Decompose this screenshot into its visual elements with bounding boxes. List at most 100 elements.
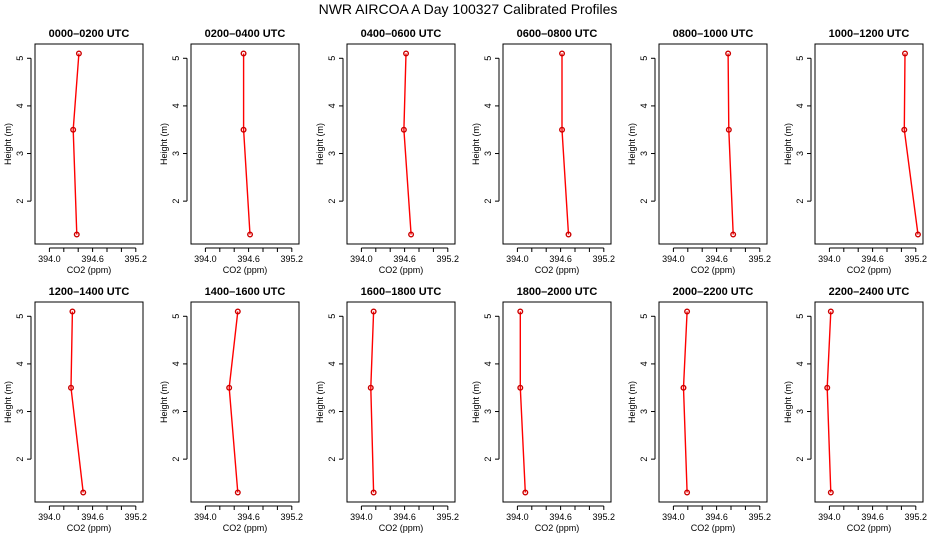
- x-axis-label: CO2 (ppm): [847, 265, 892, 275]
- y-tick-label: 4: [171, 361, 181, 366]
- y-tick-label: 3: [15, 151, 25, 156]
- data-point: [367, 384, 374, 391]
- x-axis-label: CO2 (ppm): [535, 523, 580, 533]
- x-tick-label: 394.0: [38, 254, 61, 264]
- data-point: [403, 50, 410, 57]
- plot-frame: [34, 301, 144, 503]
- data-point: [725, 126, 732, 133]
- y-axis-label: Height (m): [315, 381, 325, 423]
- y-tick-label: 4: [15, 103, 25, 108]
- panel-title: 2000–2200 UTC: [673, 286, 754, 298]
- panel-title: 0200–0400 UTC: [205, 28, 286, 40]
- data-point: [226, 384, 233, 391]
- panel-title: 2200–2400 UTC: [829, 286, 910, 298]
- y-tick-label: 2: [15, 457, 25, 462]
- panels-grid: 0000–0200 UTC 394.0 394.6 395.2 CO2 (ppm) 2 3 4…: [3, 28, 927, 533]
- y-tick-label: 5: [639, 56, 649, 61]
- y-tick-label: 5: [327, 314, 337, 319]
- x-tick-label: 395.2: [281, 512, 304, 522]
- y-axis-label: Height (m): [315, 123, 325, 165]
- data-point: [559, 126, 566, 133]
- y-tick-label: 3: [171, 151, 181, 156]
- y-tick-label: 4: [327, 361, 337, 366]
- x-tick-label: 394.6: [81, 512, 104, 522]
- data-point: [684, 489, 691, 496]
- y-tick-label: 4: [639, 361, 649, 366]
- y-axis-label: Height (m): [471, 381, 481, 423]
- x-tick-label: 394.0: [506, 512, 529, 522]
- plot-frame: [346, 43, 456, 245]
- panel-title: 1000–1200 UTC: [829, 28, 910, 40]
- profile-panel: 0400–0600 UTC 394.0 394.6 395.2 CO2 (ppm) 2 3 4…: [315, 28, 459, 275]
- data-point: [247, 231, 254, 238]
- x-tick-label: 394.0: [818, 254, 841, 264]
- x-tick-label: 394.0: [38, 512, 61, 522]
- y-tick-label: 5: [483, 314, 493, 319]
- data-point: [565, 231, 572, 238]
- y-tick-label: 3: [171, 409, 181, 414]
- y-tick-label: 5: [15, 314, 25, 319]
- plot-frame: [190, 301, 300, 503]
- y-tick-label: 3: [327, 151, 337, 156]
- x-tick-label: 394.0: [662, 512, 685, 522]
- data-point: [408, 231, 415, 238]
- x-tick-label: 394.6: [393, 512, 416, 522]
- data-point: [73, 231, 80, 238]
- y-tick-label: 4: [483, 103, 493, 108]
- plot-frame: [814, 43, 924, 245]
- y-tick-label: 2: [327, 199, 337, 204]
- profile-panel: 1400–1600 UTC 394.0 394.6 395.2 CO2 (ppm) 2 3 4…: [159, 286, 303, 533]
- data-point: [680, 384, 687, 391]
- y-tick-label: 5: [327, 56, 337, 61]
- profile-line: [242, 53, 251, 235]
- x-tick-label: 395.2: [125, 254, 148, 264]
- data-point: [684, 308, 691, 315]
- data-point: [902, 50, 909, 57]
- x-axis-label: CO2 (ppm): [67, 523, 112, 533]
- panel-title: 1200–1400 UTC: [49, 286, 130, 298]
- profile-line: [561, 53, 570, 235]
- y-axis-label: Height (m): [159, 123, 169, 165]
- x-tick-label: 394.0: [194, 254, 217, 264]
- panel-title: 1600–1800 UTC: [361, 286, 442, 298]
- profile-line: [228, 311, 239, 493]
- y-tick-label: 2: [171, 199, 181, 204]
- data-point: [824, 384, 831, 391]
- profile-panel: 2000–2200 UTC 394.0 394.6 395.2 CO2 (ppm) 2 3 4…: [627, 286, 771, 533]
- data-point: [730, 231, 737, 238]
- data-point: [370, 308, 377, 315]
- x-axis-label: CO2 (ppm): [535, 265, 580, 275]
- y-tick-label: 2: [795, 457, 805, 462]
- x-tick-label: 394.6: [861, 512, 884, 522]
- x-tick-label: 394.6: [549, 512, 572, 522]
- x-tick-label: 394.6: [81, 254, 104, 264]
- x-axis-label: CO2 (ppm): [67, 265, 112, 275]
- data-point: [827, 308, 834, 315]
- profile-panel: 1000–1200 UTC 394.0 394.6 395.2 CO2 (ppm) 2 3 4…: [783, 28, 927, 275]
- data-point: [914, 231, 921, 238]
- x-tick-label: 395.2: [281, 254, 304, 264]
- y-tick-label: 5: [171, 56, 181, 61]
- y-tick-label: 3: [639, 151, 649, 156]
- y-tick-label: 2: [483, 199, 493, 204]
- figure-title: NWR AIRCOA A Day 100327 Calibrated Profi…: [319, 1, 618, 17]
- data-point: [75, 50, 82, 57]
- x-tick-label: 395.2: [749, 512, 772, 522]
- data-point: [517, 384, 524, 391]
- y-tick-label: 2: [327, 457, 337, 462]
- y-tick-label: 4: [795, 361, 805, 366]
- y-axis-label: Height (m): [783, 381, 793, 423]
- y-tick-label: 2: [15, 199, 25, 204]
- profile-line: [403, 53, 412, 235]
- plot-frame: [814, 301, 924, 503]
- profile-panel: 0000–0200 UTC 394.0 394.6 395.2 CO2 (ppm) 2 3 4…: [3, 28, 147, 275]
- profile-panel: 0600–0800 UTC 394.0 394.6 395.2 CO2 (ppm) 2 3 4…: [471, 28, 615, 275]
- x-tick-label: 394.6: [549, 254, 572, 264]
- y-axis-label: Height (m): [627, 123, 637, 165]
- profile-line: [826, 311, 832, 493]
- y-tick-label: 2: [639, 199, 649, 204]
- profile-line: [903, 53, 919, 235]
- data-point: [370, 489, 377, 496]
- data-point: [80, 489, 87, 496]
